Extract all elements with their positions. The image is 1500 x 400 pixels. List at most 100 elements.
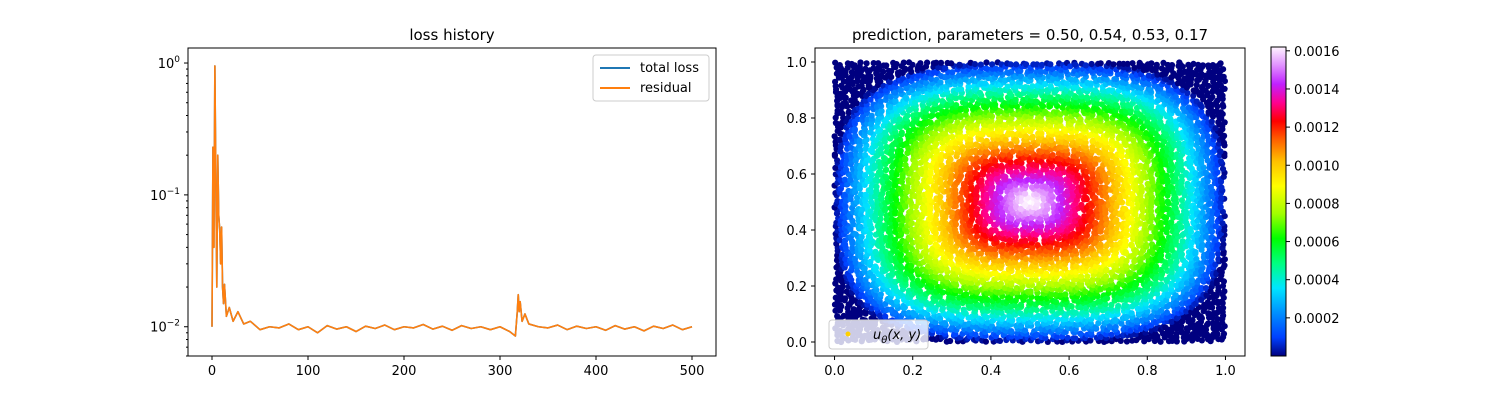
field-point: [954, 299, 961, 306]
field-point: [907, 208, 914, 215]
field-point: [832, 119, 840, 127]
field-point: [868, 112, 875, 119]
field-point: [937, 176, 944, 184]
field-point: [847, 225, 854, 232]
field-point: [974, 206, 981, 213]
field-point: [1002, 136, 1009, 143]
field-point: [832, 294, 839, 301]
field-point: [1104, 295, 1111, 302]
field-point: [1052, 298, 1060, 306]
x-tick-label: 100: [296, 364, 321, 379]
field-point: [1122, 248, 1129, 256]
field-point: [983, 59, 990, 66]
field-point: [834, 198, 841, 205]
field-point: [997, 194, 1004, 202]
field-point: [1143, 241, 1150, 248]
field-point: [896, 166, 904, 173]
field-point: [1097, 66, 1104, 73]
field-point: [914, 277, 921, 284]
field-point: [837, 108, 845, 115]
field-point: [867, 96, 874, 103]
field-point: [1083, 94, 1090, 101]
field-point: [905, 309, 912, 316]
field-point: [957, 112, 964, 119]
field-point: [954, 266, 961, 273]
field-point: [862, 197, 869, 204]
field-point: [1042, 309, 1049, 316]
field-point: [891, 176, 898, 184]
field-point: [839, 251, 846, 258]
field-point: [866, 83, 873, 90]
field-point: [883, 93, 890, 100]
field-point: [1078, 201, 1085, 209]
field-point: [857, 59, 864, 66]
field-point: [927, 144, 934, 151]
field-point: [932, 273, 939, 280]
field-point: [942, 130, 949, 137]
field-point: [868, 198, 875, 205]
field-point: [903, 140, 910, 147]
field-point: [883, 143, 890, 151]
field-point: [1122, 115, 1129, 122]
field-point: [924, 59, 931, 66]
field-point: [962, 184, 969, 191]
field-point: [858, 233, 865, 240]
field-point: [936, 287, 944, 294]
field-point: [1092, 155, 1099, 162]
field-point: [932, 216, 939, 223]
field-point: [977, 61, 984, 68]
field-point: [841, 220, 848, 227]
field-point: [1102, 273, 1110, 280]
field-point: [888, 299, 895, 306]
field-point: [961, 309, 969, 316]
field-point: [938, 73, 945, 80]
field-point: [978, 177, 985, 184]
field-point: [1129, 60, 1136, 67]
field-point: [946, 155, 954, 162]
field-point: [951, 226, 959, 233]
field-point: [962, 237, 969, 245]
field-point: [954, 150, 961, 157]
field-point: [854, 116, 861, 123]
field-point: [897, 161, 904, 168]
field-point: [982, 338, 990, 345]
field-point: [924, 105, 931, 112]
field-point: [836, 237, 843, 244]
field-point: [852, 231, 859, 238]
field-point: [892, 208, 899, 215]
field-point: [882, 129, 889, 136]
field-point: [1072, 335, 1079, 342]
prediction-chart-title: prediction, parameters = 0.50, 0.54, 0.5…: [852, 26, 1208, 44]
loss-history-panel: loss history 0 100 200 300 400 500 10−210−110…: [150, 26, 717, 379]
field-point: [1073, 263, 1080, 270]
field-point: [897, 251, 905, 258]
field-point: [998, 248, 1005, 255]
field-point: [913, 111, 920, 118]
field-point: [957, 172, 965, 180]
field-point: [836, 136, 843, 143]
field-point: [938, 298, 946, 305]
loss-series-residual: [211, 65, 693, 337]
field-point: [1022, 277, 1029, 284]
field-point: [1082, 62, 1089, 69]
field-point: [933, 211, 940, 218]
field-point: [948, 60, 955, 67]
field-point: [1092, 219, 1099, 227]
field-point: [882, 173, 889, 180]
field-point: [943, 265, 950, 273]
field-point: [937, 59, 945, 66]
legend-label-total-loss: total loss: [640, 61, 699, 76]
field-point: [846, 133, 853, 140]
field-point: [1123, 226, 1130, 233]
field-point: [877, 98, 884, 105]
field-point: [1115, 302, 1122, 310]
field-point: [857, 152, 864, 159]
field-point: [891, 236, 899, 244]
field-point: [870, 60, 877, 67]
field-point: [1137, 162, 1144, 169]
field-point: [831, 151, 839, 158]
field-point: [1022, 201, 1029, 208]
field-point: [862, 97, 869, 104]
field-point: [923, 134, 930, 141]
